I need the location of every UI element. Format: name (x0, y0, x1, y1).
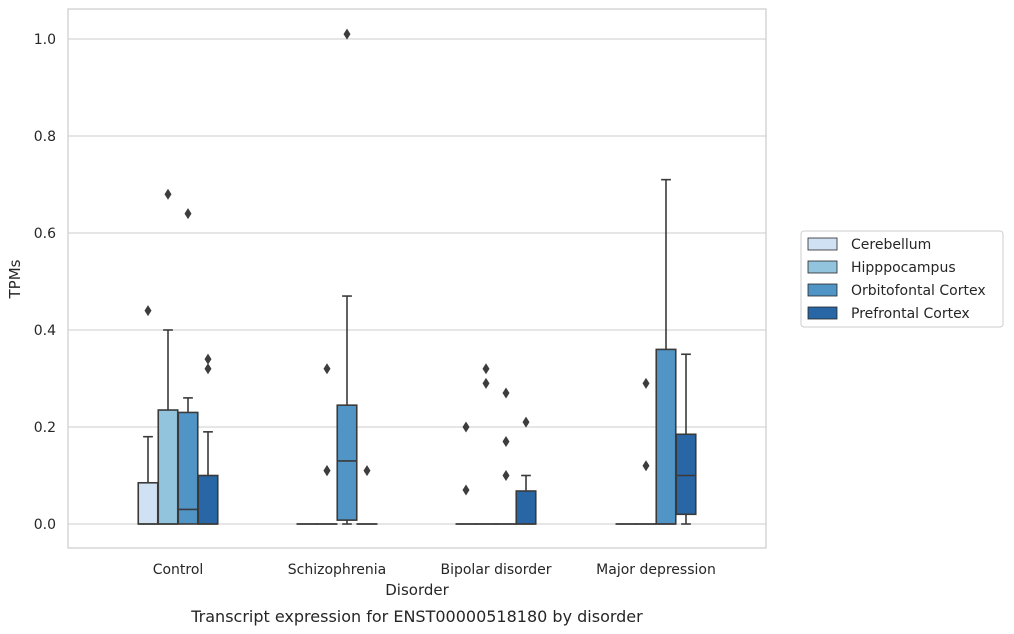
legend-swatch-prefrontal-cortex (807, 306, 838, 320)
box-body (197, 474, 219, 525)
outlier-point (204, 363, 212, 375)
y-axis-ticks: 0.0 0.2 0.4 0.6 0.8 1.0 (34, 32, 56, 533)
box-orbitofontal-cortex-schizophrenia (336, 28, 358, 525)
box-orbitofontal-cortex-bipolar-disorder (495, 387, 517, 525)
box-prefrontal-cortex-control (197, 353, 219, 525)
outlier-point (363, 465, 371, 477)
box-orbitofontal-cortex-control (177, 208, 199, 525)
box-body (675, 433, 697, 516)
outlier-point (642, 460, 650, 472)
box-body (515, 490, 537, 525)
outlier-point (323, 465, 331, 477)
legend-frame (800, 230, 1004, 328)
outlier-point (482, 363, 490, 375)
legend-label-cerebellum: Cerebellum (851, 237, 931, 253)
x-axis-title: Disorder (385, 581, 449, 599)
legend-label-hippocampus: Hipppocampus (851, 260, 956, 276)
legend: Cerebellum Hipppocampus Orbitofontal Cor… (800, 230, 1004, 328)
box-hipppocampus-schizophrenia (316, 363, 338, 525)
y-tick-label-4: 0.8 (34, 129, 56, 145)
legend-label-orbitofrontal-cortex: Orbitofontal Cortex (851, 283, 986, 299)
x-axis-ticks: Control Schizophrenia Bipolar disorder Majo… (153, 562, 716, 578)
legend-swatch-orbitofrontal-cortex (807, 283, 838, 297)
chart-caption: Transcript expression for ENST0000051818… (190, 607, 643, 626)
legend-swatch-cerebellum (807, 237, 838, 251)
x-tick-label-bipolar-disorder: Bipolar disorder (440, 562, 551, 578)
x-tick-label-control: Control (153, 562, 204, 578)
legend-label-prefrontal-cortex: Prefrontal Cortex (851, 306, 970, 322)
box-series (137, 28, 697, 525)
outlier-point (343, 28, 351, 40)
box-body (655, 348, 677, 525)
outlier-point (522, 416, 530, 428)
outlier-point (502, 387, 510, 399)
y-tick-label-3: 0.6 (34, 226, 56, 242)
outlier-point (323, 363, 331, 375)
box-hipppocampus-major-depression (635, 377, 657, 525)
x-tick-label-schizophrenia: Schizophrenia (288, 562, 386, 578)
outlier-point (204, 353, 212, 365)
outlier-point (502, 436, 510, 448)
box-prefrontal-cortex-schizophrenia (356, 465, 378, 525)
box-orbitofontal-cortex-major-depression (655, 178, 677, 525)
legend-swatch-hippocampus (807, 260, 838, 274)
outlier-point (462, 421, 470, 433)
box-prefrontal-cortex-bipolar-disorder (515, 416, 537, 525)
y-tick-label-5: 1.0 (34, 32, 56, 48)
x-tick-label-major-depression: Major depression (596, 562, 716, 578)
outlier-point (482, 377, 490, 389)
box-body (177, 411, 199, 525)
y-tick-label-2: 0.4 (34, 323, 56, 339)
y-axis-title: TPMs (6, 259, 24, 299)
y-tick-label-1: 0.2 (34, 420, 56, 436)
box-cerebellum-control (137, 305, 159, 525)
outlier-point (164, 188, 172, 200)
outlier-point (184, 208, 192, 220)
outlier-point (462, 484, 470, 496)
y-tick-label-0: 0.0 (34, 517, 56, 533)
box-body (336, 404, 358, 521)
box-hipppocampus-bipolar-disorder (475, 363, 497, 525)
outlier-point (642, 377, 650, 389)
box-body (137, 481, 159, 525)
outlier-point (144, 305, 152, 317)
outlier-point (502, 470, 510, 481)
box-body (157, 409, 179, 525)
box-prefrontal-cortex-major-depression (675, 353, 697, 525)
